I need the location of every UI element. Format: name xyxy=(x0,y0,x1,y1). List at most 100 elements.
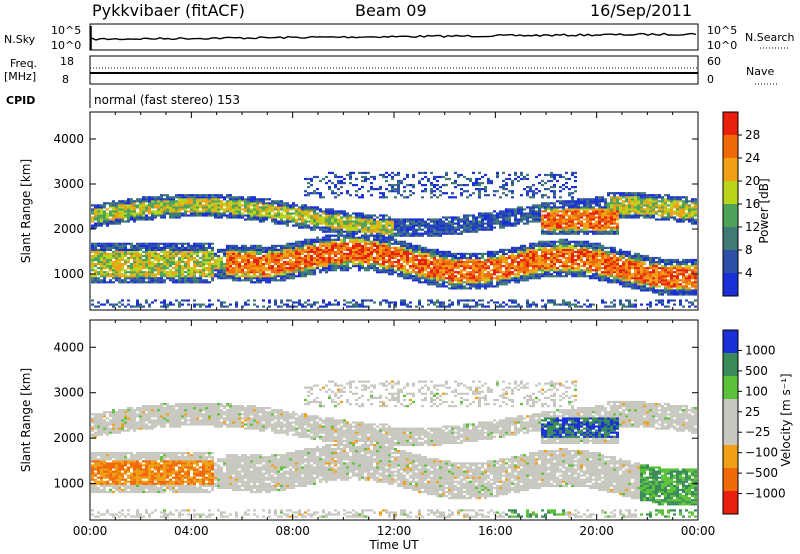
power-cell xyxy=(241,271,244,274)
power-cell xyxy=(229,303,232,306)
power-cell xyxy=(442,281,445,284)
power-cell xyxy=(457,273,460,276)
power-cell xyxy=(373,250,376,253)
power-cell xyxy=(553,173,556,177)
power-cell xyxy=(364,242,367,245)
power-cell xyxy=(469,279,472,282)
power-cell xyxy=(550,263,553,266)
power-cell xyxy=(256,218,259,221)
power-cell xyxy=(532,196,535,199)
power-cell xyxy=(520,277,523,280)
power-cell xyxy=(403,234,406,237)
power-cell xyxy=(94,214,97,217)
power-cell xyxy=(385,236,388,239)
power-cell xyxy=(301,224,304,227)
power-cell xyxy=(463,281,466,284)
power-cell xyxy=(331,224,334,227)
power-cell xyxy=(496,175,499,179)
power-cell xyxy=(292,216,295,219)
power-cell xyxy=(517,279,520,282)
power-cell xyxy=(574,206,577,209)
power-cell xyxy=(553,242,556,245)
power-cell xyxy=(253,250,256,253)
power-cell xyxy=(337,238,340,241)
power-cell xyxy=(265,202,268,205)
power-cell xyxy=(397,252,400,255)
power-cell xyxy=(460,279,463,282)
power-cell xyxy=(544,173,547,177)
power-cell xyxy=(268,256,271,260)
power-cell xyxy=(499,281,502,284)
power-cell xyxy=(328,218,331,221)
power-cell xyxy=(133,256,136,260)
power-cell xyxy=(91,224,94,227)
power-cell xyxy=(397,260,400,264)
power-cell xyxy=(157,204,160,207)
power-cell xyxy=(292,265,295,268)
power-cell xyxy=(157,254,160,258)
power-cell xyxy=(178,256,181,260)
power-cell xyxy=(307,269,310,272)
power-cell xyxy=(127,214,130,217)
power-cell xyxy=(244,218,247,221)
power-cell xyxy=(175,299,178,302)
power-cell xyxy=(130,305,133,308)
power-cell xyxy=(283,250,286,253)
power-cell xyxy=(148,281,151,284)
power-cell xyxy=(502,271,505,274)
power-cell xyxy=(556,244,559,247)
power-cell xyxy=(532,248,535,251)
power-cell xyxy=(316,263,319,266)
power-cell xyxy=(361,175,364,179)
power-cell xyxy=(220,212,223,215)
power-cell xyxy=(499,256,502,260)
power-cell xyxy=(265,275,268,278)
power-cell xyxy=(199,200,202,203)
power-cell xyxy=(151,260,154,264)
power-cell xyxy=(172,250,175,253)
power-cell xyxy=(454,218,457,221)
power-cell xyxy=(256,248,259,251)
power-cell xyxy=(244,246,247,249)
power-cell xyxy=(466,260,469,264)
power-cell xyxy=(568,218,571,221)
power-cell xyxy=(553,267,556,270)
power-cell xyxy=(367,228,370,231)
power-cell xyxy=(526,248,529,251)
power-cell xyxy=(349,256,352,260)
power-cell xyxy=(172,273,175,276)
power-cell xyxy=(412,220,415,223)
power-cell xyxy=(529,214,532,217)
power-cell xyxy=(445,269,448,272)
power-cell xyxy=(571,192,574,195)
power-cell xyxy=(529,250,532,253)
power-cell xyxy=(217,202,220,205)
power-cell xyxy=(370,218,373,221)
power-cell xyxy=(283,202,286,205)
power-cell xyxy=(400,234,403,237)
power-cell xyxy=(406,275,409,278)
power-cell xyxy=(235,216,238,219)
power-cell xyxy=(526,279,529,282)
power-cell xyxy=(457,258,460,262)
power-cell xyxy=(364,236,367,239)
power-cell xyxy=(526,194,529,197)
power-cell xyxy=(370,267,373,270)
power-cell xyxy=(349,305,352,308)
power-cell xyxy=(340,222,343,225)
power-cell xyxy=(514,177,517,181)
power-cell xyxy=(337,194,340,197)
power-cell xyxy=(433,232,436,235)
power-cell xyxy=(154,204,157,207)
power-cell xyxy=(250,267,253,270)
power-cell xyxy=(253,246,256,249)
power-cell xyxy=(91,204,94,207)
power-cell xyxy=(472,271,475,274)
power-cell xyxy=(112,250,115,253)
power-cell xyxy=(232,279,235,282)
power-cell xyxy=(205,254,208,258)
power-cell xyxy=(142,208,145,211)
power-cell xyxy=(376,267,379,270)
power-cell xyxy=(412,173,415,177)
power-cell xyxy=(523,275,526,278)
